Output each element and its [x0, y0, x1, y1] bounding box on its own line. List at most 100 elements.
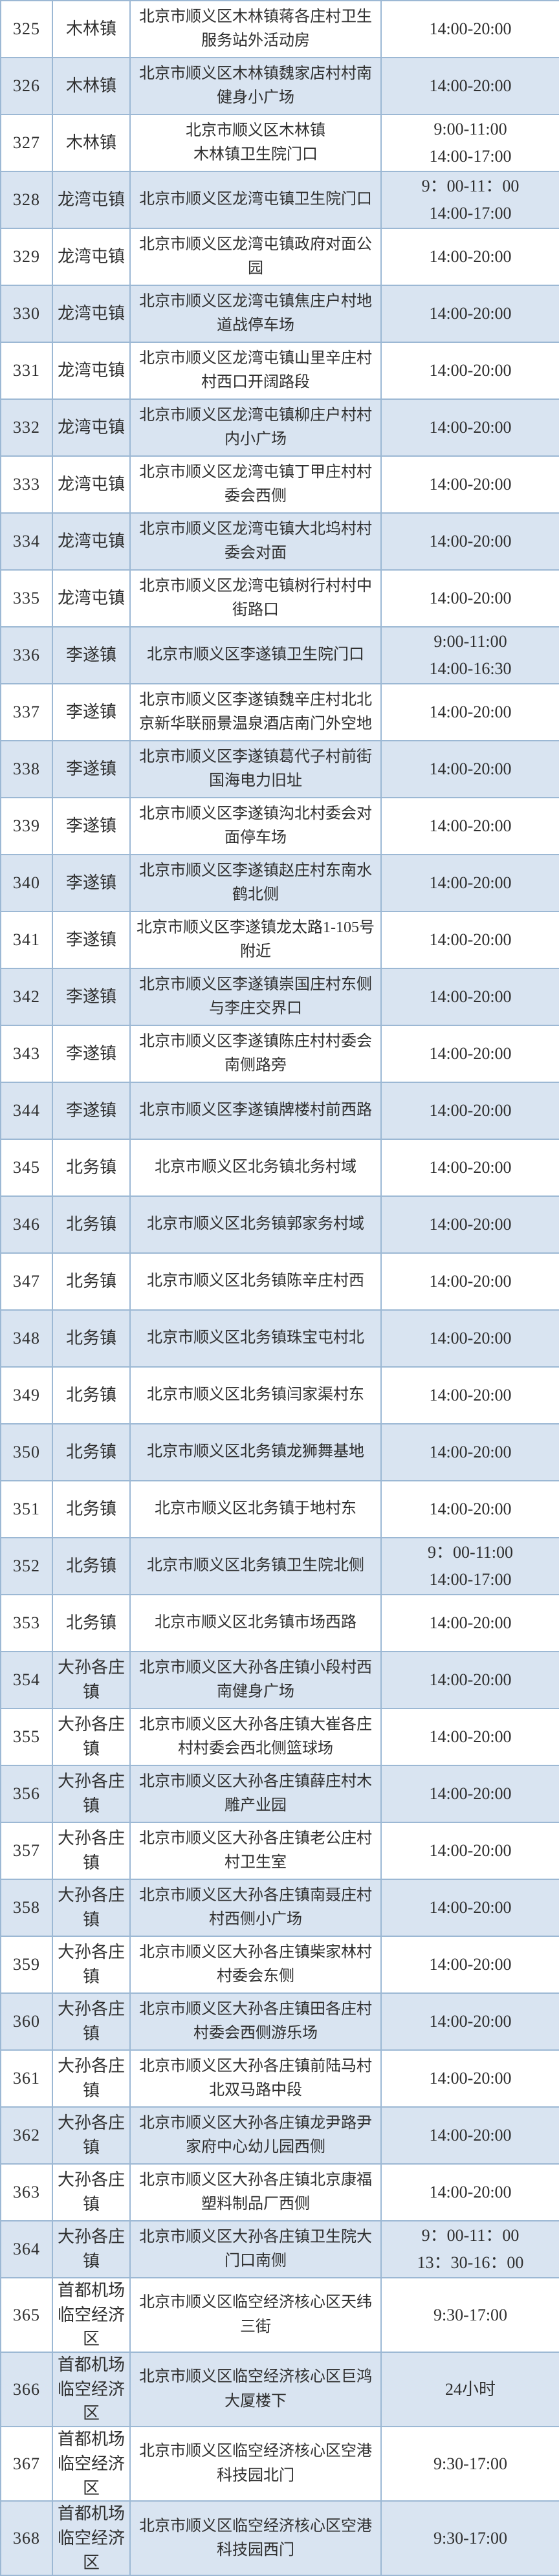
- township-cell: 北务镇: [52, 1309, 131, 1368]
- table-row: 325 木林镇 北京市顺义区木林镇蒋各庄村卫生服务站外活动房 14:00-20:00: [0, 0, 559, 58]
- address-cell: 北京市顺义区李遂镇卫生院门口: [129, 626, 382, 684]
- table-row: 343 李遂镇 北京市顺义区李遂镇陈庄村村委会南侧路旁 14:00-20:00: [0, 1025, 559, 1083]
- township-cell: 北务镇: [52, 1366, 131, 1424]
- table-row: 338 李遂镇 北京市顺义区李遂镇葛代子村前街国海电力旧址 14:00-20:00: [0, 740, 559, 798]
- table-row: 361 大孙各庄镇 北京市顺义区大孙各庄镇前陆马村北双马路中段 14:00-20:00: [0, 2049, 559, 2108]
- address-cell: 北京市顺义区龙湾屯镇柳庄户村村内小广场: [129, 398, 382, 457]
- address-cell: 北京市顺义区大孙各庄镇老公庄村村卫生室: [129, 1822, 382, 1880]
- township-cell: 李遂镇: [52, 911, 131, 969]
- hours-cell: 14:00-20:00: [380, 1879, 559, 1937]
- row-number-cell: 326: [0, 57, 53, 115]
- hours-cell: 14:00-20:00: [380, 1480, 559, 1538]
- table-row: 335 龙湾屯镇 北京市顺义区龙湾屯镇树行村村中街路口 14:00-20:00: [0, 569, 559, 628]
- table-row: 327 木林镇 北京市顺义区木林镇 木林镇卫生院门口 9:00-11:00 14:00…: [0, 114, 559, 172]
- table-row: 359 大孙各庄镇 北京市顺义区大孙各庄镇柴家林村村委会东侧 14:00-20:00: [0, 1936, 559, 1994]
- table-row: 349 北务镇 北京市顺义区北务镇闫家渠村东 14:00-20:00: [0, 1366, 559, 1424]
- hours-cell: 14:00-20:00: [380, 1139, 559, 1197]
- row-number-cell: 340: [0, 854, 53, 912]
- hours-cell: 14:00-20:00: [380, 57, 559, 115]
- hours-cell: 14:00-20:00: [380, 740, 559, 798]
- address-cell: 北京市顺义区大孙各庄镇卫生院大门口南侧: [129, 2220, 382, 2278]
- address-cell: 北京市顺义区大孙各庄镇龙尹路尹家府中心幼儿园西侧: [129, 2106, 382, 2165]
- row-number-cell: 357: [0, 1822, 53, 1880]
- address-cell: 北京市顺义区李遂镇魏辛庄村北北京新华联丽景温泉酒店南门外空地: [129, 683, 382, 741]
- township-cell: 龙湾屯镇: [52, 398, 131, 457]
- township-cell: 李遂镇: [52, 797, 131, 855]
- township-cell: 龙湾屯镇: [52, 342, 131, 400]
- table-row: 331 龙湾屯镇 北京市顺义区龙湾屯镇山里辛庄村村西口开阔路段 14:00-20:00: [0, 342, 559, 400]
- table-row: 364 大孙各庄镇 北京市顺义区大孙各庄镇卫生院大门口南侧 9：00-11：00 13…: [0, 2220, 559, 2278]
- address-cell: 北京市顺义区李遂镇沟北村委会对面停车场: [129, 797, 382, 855]
- row-number-cell: 355: [0, 1708, 53, 1766]
- table-row: 356 大孙各庄镇 北京市顺义区大孙各庄镇薛庄村木雕产业园 14:00-20:00: [0, 1765, 559, 1823]
- address-cell: 北京市顺义区北务镇北务村域: [129, 1139, 382, 1197]
- row-number-cell: 351: [0, 1480, 53, 1538]
- address-cell: 北京市顺义区龙湾屯镇丁甲庄村村委会西侧: [129, 455, 382, 514]
- township-cell: 龙湾屯镇: [52, 228, 131, 286]
- hours-cell: 9：00-11：00 14:00-17:00: [380, 171, 559, 229]
- township-cell: 大孙各庄镇: [52, 2049, 131, 2108]
- hours-cell: 14:00-20:00: [380, 1708, 559, 1766]
- table-row: 326 木林镇 北京市顺义区木林镇魏家店村村南健身小广场 14:00-20:00: [0, 57, 559, 115]
- row-number-cell: 363: [0, 2163, 53, 2221]
- table-row: 344 李遂镇 北京市顺义区李遂镇牌楼村前西路 14:00-20:00: [0, 1082, 559, 1140]
- address-cell: 北京市顺义区北务镇陈辛庄村西: [129, 1252, 382, 1311]
- row-number-cell: 344: [0, 1082, 53, 1140]
- township-cell: 大孙各庄镇: [52, 2106, 131, 2165]
- township-cell: 李遂镇: [52, 854, 131, 912]
- hours-cell: 14:00-20:00: [380, 1195, 559, 1254]
- hours-cell: 14:00-20:00: [380, 1594, 559, 1652]
- hours-cell: 14:00-20:00: [380, 569, 559, 628]
- hours-cell: 24小时: [380, 2352, 559, 2428]
- row-number-cell: 325: [0, 0, 53, 58]
- table-row: 339 李遂镇 北京市顺义区李遂镇沟北村委会对面停车场 14:00-20:00: [0, 797, 559, 855]
- hours-cell: 9：00-11:00 14:00-17:00: [380, 1537, 559, 1595]
- table-row: 368 首都机场临空经济区 北京市顺义区临空经济核心区空港科技园西门 9:30-17:…: [0, 2500, 559, 2576]
- hours-cell: 14:00-20:00: [380, 2163, 559, 2221]
- township-cell: 李遂镇: [52, 683, 131, 741]
- address-cell: 北京市顺义区李遂镇牌楼村前西路: [129, 1082, 382, 1140]
- township-cell: 大孙各庄镇: [52, 1651, 131, 1709]
- address-cell: 北京市顺义区北务镇市场西路: [129, 1594, 382, 1652]
- address-cell: 北京市顺义区临空经济核心区天纬三街: [129, 2276, 382, 2353]
- hours-cell: 9：00-11：00 13：30-16：00: [380, 2220, 559, 2278]
- row-number-cell: 356: [0, 1765, 53, 1823]
- township-cell: 北务镇: [52, 1252, 131, 1311]
- address-cell: 北京市顺义区龙湾屯镇焦庄户村地道战停车场: [129, 285, 382, 343]
- address-cell: 北京市顺义区大孙各庄镇小段村西南健身广场: [129, 1651, 382, 1709]
- row-number-cell: 339: [0, 797, 53, 855]
- row-number-cell: 328: [0, 171, 53, 229]
- address-cell: 北京市顺义区李遂镇赵庄村东南水鹤北侧: [129, 854, 382, 912]
- row-number-cell: 330: [0, 285, 53, 343]
- table-row: 367 首都机场临空经济区 北京市顺义区临空经济核心区空港科技园北门 9:30-17:…: [0, 2426, 559, 2502]
- row-number-cell: 365: [0, 2276, 53, 2353]
- table-row: 336 李遂镇 北京市顺义区李遂镇卫生院门口 9:00-11:00 14:00-16:…: [0, 626, 559, 684]
- row-number-cell: 360: [0, 1992, 53, 2051]
- row-number-cell: 368: [0, 2500, 53, 2576]
- hours-cell: 14:00-20:00: [380, 797, 559, 855]
- township-cell: 龙湾屯镇: [52, 569, 131, 628]
- township-cell: 李遂镇: [52, 1025, 131, 1083]
- row-number-cell: 364: [0, 2220, 53, 2278]
- address-cell: 北京市顺义区木林镇魏家店村村南健身小广场: [129, 57, 382, 115]
- address-cell: 北京市顺义区龙湾屯镇政府对面公园: [129, 228, 382, 286]
- township-cell: 龙湾屯镇: [52, 455, 131, 514]
- hours-cell: 14:00-20:00: [380, 1309, 559, 1368]
- address-cell: 北京市顺义区北务镇龙狮舞基地: [129, 1423, 382, 1481]
- township-cell: 李遂镇: [52, 740, 131, 798]
- township-cell: 大孙各庄镇: [52, 2220, 131, 2278]
- hours-cell: 14:00-20:00: [380, 1423, 559, 1481]
- township-cell: 北务镇: [52, 1480, 131, 1538]
- row-number-cell: 331: [0, 342, 53, 400]
- row-number-cell: 358: [0, 1879, 53, 1937]
- address-cell: 北京市顺义区临空经济核心区巨鸿大厦楼下: [129, 2352, 382, 2428]
- table-row: 330 龙湾屯镇 北京市顺义区龙湾屯镇焦庄户村地道战停车场 14:00-20:00: [0, 285, 559, 343]
- address-cell: 北京市顺义区龙湾屯镇卫生院门口: [129, 171, 382, 229]
- table-row: 366 首都机场临空经济区 北京市顺义区临空经济核心区巨鸿大厦楼下 24小时: [0, 2352, 559, 2428]
- row-number-cell: 352: [0, 1537, 53, 1595]
- address-cell: 北京市顺义区大孙各庄镇北京康福塑料制品厂西侧: [129, 2163, 382, 2221]
- address-cell: 北京市顺义区北务镇于地村东: [129, 1480, 382, 1538]
- hours-cell: 14:00-20:00: [380, 1936, 559, 1994]
